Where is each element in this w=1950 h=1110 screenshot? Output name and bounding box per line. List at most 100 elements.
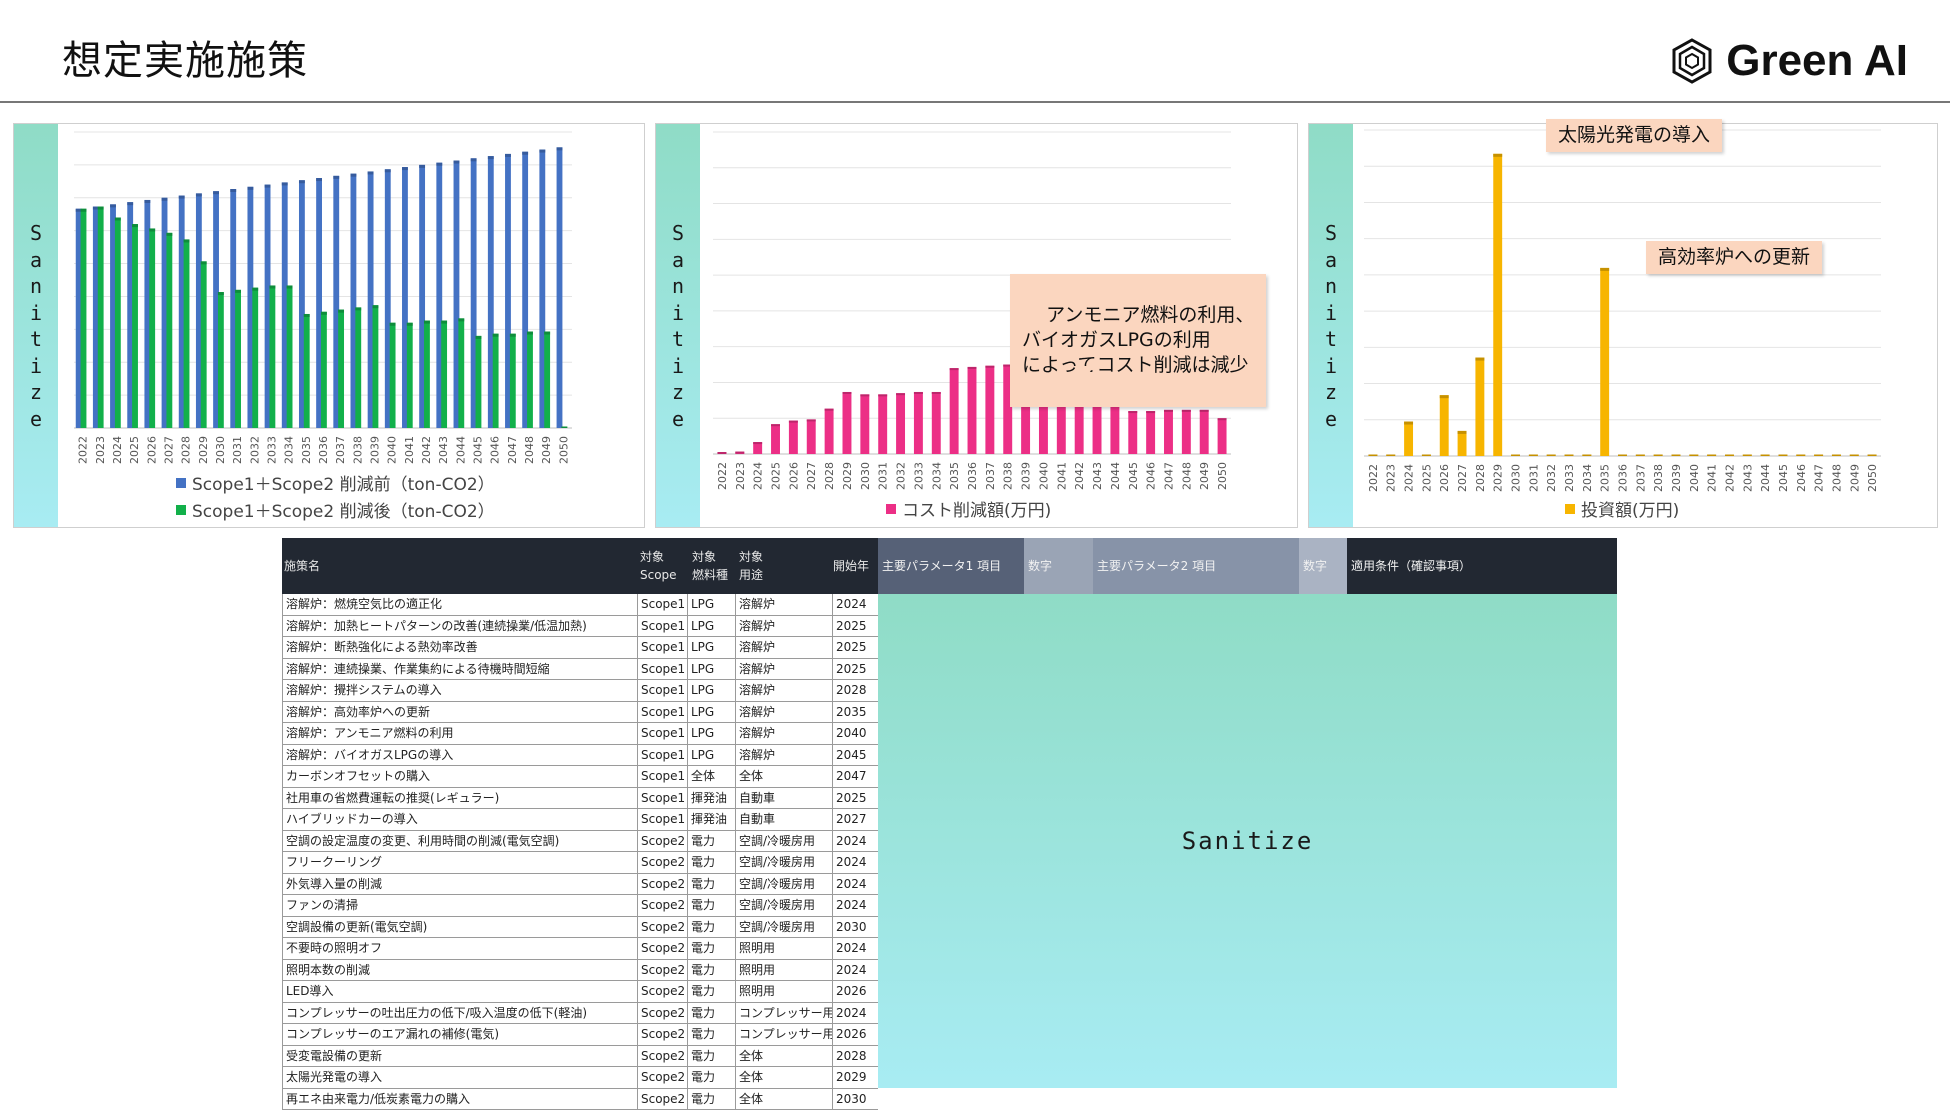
bar-top-2041-series-1 (1707, 455, 1716, 457)
x-tick-label: 2029 (841, 462, 854, 490)
cell-use: 空調/冷暖房用 (735, 852, 832, 873)
cell-scope: Scope1 (637, 766, 687, 787)
bar-top-2035-series-1 (1600, 268, 1609, 271)
x-tick-label: 2047 (1162, 462, 1175, 490)
cell-fuel: 電力 (687, 981, 735, 1002)
bar-top-2026-series-1 (789, 421, 798, 423)
cell-use: 照明用 (735, 981, 832, 1002)
x-tick-label: 2044 (1759, 464, 1772, 492)
bar-top-2047-series-1 (505, 154, 511, 157)
cell-fuel: 電力 (687, 960, 735, 981)
cell-start-year: 2026 (832, 1024, 878, 1045)
x-tick-label: 2037 (1634, 464, 1647, 492)
bar-top-2029-series-2 (201, 261, 207, 264)
x-tick-label: 2022 (77, 436, 90, 464)
header-value1: 数字 (1024, 538, 1093, 594)
x-tick-label: 2024 (752, 462, 765, 490)
cell-use: 全体 (735, 1046, 832, 1067)
cell-use: 空調/冷暖房用 (735, 895, 832, 916)
bar-top-2033-series-1 (265, 185, 271, 188)
cell-measure-name: LED導入 (282, 981, 637, 1002)
bar-top-2038-series-2 (355, 307, 361, 310)
bar-2046-series-2 (493, 334, 499, 428)
x-tick-label: 2032 (895, 462, 908, 490)
x-tick-label: 2033 (1563, 464, 1576, 492)
cell-use: コンプレッサー用 (735, 1003, 832, 1024)
bar-2044-series-2 (458, 318, 464, 428)
bar-2034-series-1 (932, 392, 941, 454)
bar-2040-series-2 (390, 323, 396, 428)
x-tick-label: 2027 (805, 462, 818, 490)
bar-top-2033-series-2 (269, 285, 275, 288)
cell-fuel: 揮発油 (687, 788, 735, 809)
x-tick-label: 2023 (734, 462, 747, 490)
bar-top-2037-series-1 (985, 366, 994, 368)
bar-2036-series-1 (968, 367, 977, 454)
header-value2: 数字 (1299, 538, 1347, 594)
bar-2043-series-2 (441, 321, 447, 428)
bar-2026-series-1 (789, 421, 798, 454)
bar-top-2045-series-1 (1778, 455, 1787, 457)
bar-2042-series-2 (424, 321, 430, 428)
cell-start-year: 2030 (832, 917, 878, 938)
bar-2045-series-1 (1128, 411, 1137, 454)
brand-name: Green AI (1726, 36, 1908, 86)
cell-fuel: 電力 (687, 852, 735, 873)
bar-top-2027-series-2 (166, 233, 172, 236)
cell-start-year: 2025 (832, 637, 878, 658)
x-tick-label: 2039 (1670, 464, 1683, 492)
bar-2046-series-1 (1146, 411, 1155, 454)
legend-label: Scope1＋Scope2 削減前（ton-CO2） (192, 470, 495, 495)
cell-start-year: 2025 (832, 788, 878, 809)
bar-top-2022-series-2 (81, 209, 87, 212)
solar-annotation-callout: 太陽光発電の導入 (1546, 119, 1722, 152)
bar-top-2026-series-1 (144, 200, 150, 203)
cell-start-year: 2045 (832, 745, 878, 766)
bar-2047-series-2 (510, 334, 516, 428)
cell-use: 溶解炉 (735, 723, 832, 744)
cell-measure-name: 溶解炉：断熱強化による熱効率改善 (282, 637, 637, 658)
legend-item-before: Scope1＋Scope2 削減前（ton-CO2） (176, 470, 495, 495)
sanitized-parameters-block: Sanitize (878, 594, 1617, 1088)
cell-scope: Scope1 (637, 616, 687, 637)
cell-measure-name: フリークーリング (282, 852, 637, 873)
cell-scope: Scope1 (637, 745, 687, 766)
cell-start-year: 2027 (832, 809, 878, 830)
x-tick-label: 2032 (248, 436, 261, 464)
legend-label: Scope1＋Scope2 削減後（ton-CO2） (192, 497, 495, 522)
cell-scope: Scope1 (637, 594, 687, 615)
table-header: 施策名 対象 Scope 対象 燃料種 対象 用途 開始年 主要パラメータ1 項… (282, 538, 1617, 594)
cell-start-year: 2024 (832, 895, 878, 916)
bar-2035-series-2 (304, 314, 310, 428)
x-tick-label: 2037 (984, 462, 997, 490)
cell-scope: Scope1 (637, 809, 687, 830)
x-tick-label: 2039 (1020, 462, 1033, 490)
cell-measure-name: 社用車の省燃費運転の推奨(レギュラー) (282, 788, 637, 809)
bar-top-2033-series-1 (914, 392, 923, 394)
header-divider (0, 101, 1950, 103)
bar-top-2044-series-1 (1761, 455, 1770, 457)
x-tick-label: 2038 (1652, 464, 1665, 492)
cell-start-year: 2028 (832, 1046, 878, 1067)
cell-fuel: 電力 (687, 831, 735, 852)
bar-2026-series-1 (1440, 395, 1449, 456)
cell-fuel: 電力 (687, 874, 735, 895)
cell-scope: Scope2 (637, 1003, 687, 1024)
cell-measure-name: 溶解炉：燃焼空気比の適正化 (282, 594, 637, 615)
cell-measure-name: 溶解炉：連続操業、作業集約による待機時間短縮 (282, 659, 637, 680)
bar-top-2036-series-1 (1618, 455, 1627, 457)
cell-scope: Scope1 (637, 659, 687, 680)
bar-2031-series-1 (878, 394, 887, 454)
cell-use: 溶解炉 (735, 616, 832, 637)
cell-start-year: 2040 (832, 723, 878, 744)
header-fuel: 対象 燃料種 (692, 548, 728, 584)
furnace-annotation-callout: 高効率炉への更新 (1646, 241, 1822, 274)
x-tick-label: 2027 (1456, 464, 1469, 492)
